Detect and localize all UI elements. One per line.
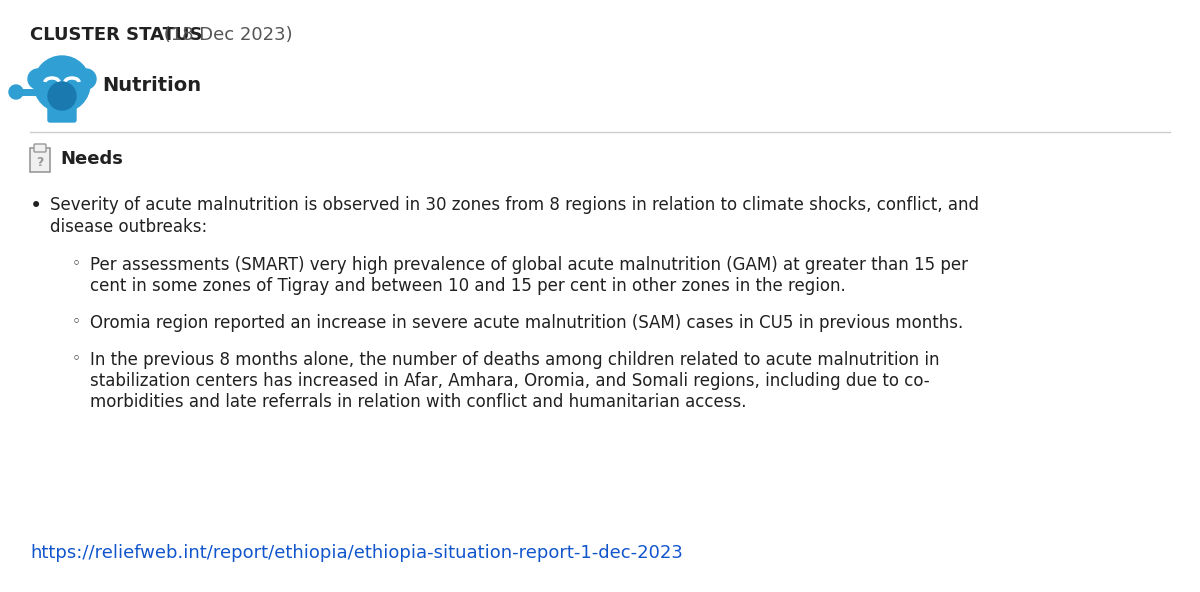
Text: Oromia region reported an increase in severe acute malnutrition (SAM) cases in C: Oromia region reported an increase in se… (90, 314, 964, 332)
Text: CLUSTER STATUS: CLUSTER STATUS (30, 26, 203, 44)
Text: ◦: ◦ (72, 256, 82, 271)
Text: morbidities and late referrals in relation with conflict and humanitarian access: morbidities and late referrals in relati… (90, 393, 746, 411)
Text: ◦: ◦ (72, 314, 82, 329)
Circle shape (28, 69, 48, 89)
Text: (18 Dec 2023): (18 Dec 2023) (158, 26, 293, 44)
Text: ◦: ◦ (72, 351, 82, 366)
Text: Severity of acute malnutrition is observed in 30 zones from 8 regions in relatio: Severity of acute malnutrition is observ… (50, 196, 979, 214)
Text: disease outbreaks:: disease outbreaks: (50, 218, 208, 236)
Text: Nutrition: Nutrition (102, 76, 202, 95)
Text: Needs: Needs (60, 150, 122, 168)
Circle shape (34, 56, 90, 112)
Text: Per assessments (SMART) very high prevalence of global acute malnutrition (GAM) : Per assessments (SMART) very high preval… (90, 256, 968, 274)
FancyBboxPatch shape (30, 148, 50, 172)
FancyBboxPatch shape (34, 144, 46, 152)
Circle shape (76, 69, 96, 89)
Text: ?: ? (36, 156, 43, 169)
Text: cent in some zones of Tigray and between 10 and 15 per cent in other zones in th: cent in some zones of Tigray and between… (90, 277, 846, 295)
Circle shape (10, 85, 23, 99)
Text: stabilization centers has increased in Afar, Amhara, Oromia, and Somali regions,: stabilization centers has increased in A… (90, 372, 930, 390)
Text: In the previous 8 months alone, the number of deaths among children related to a: In the previous 8 months alone, the numb… (90, 351, 940, 369)
FancyBboxPatch shape (48, 106, 76, 122)
Text: •: • (30, 196, 42, 216)
Text: https://reliefweb.int/report/ethiopia/ethiopia-situation-report-1-dec-2023: https://reliefweb.int/report/ethiopia/et… (30, 544, 683, 562)
Circle shape (48, 82, 76, 110)
